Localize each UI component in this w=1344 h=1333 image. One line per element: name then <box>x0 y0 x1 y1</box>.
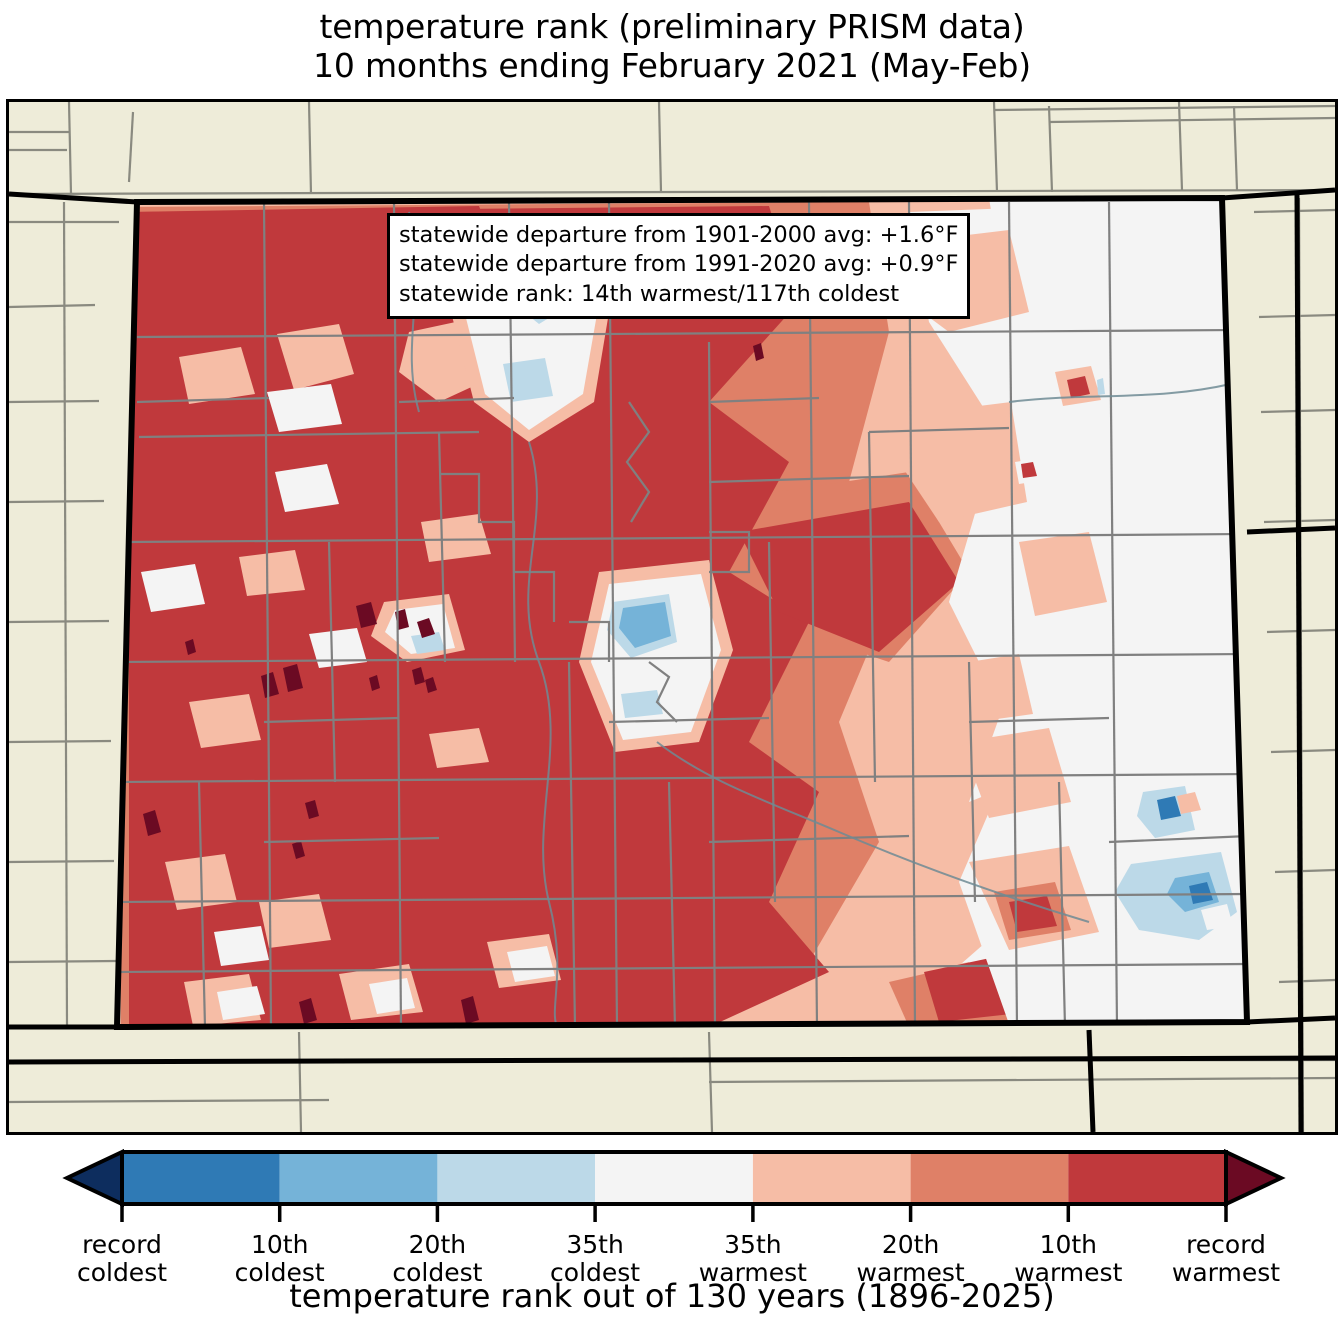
cb-label-10th-coldest: 10th coldest <box>234 1230 325 1287</box>
cb-arrow-record-warmest <box>1224 1148 1286 1208</box>
cb-seg-20th-coldest <box>279 1152 438 1204</box>
neighbor-county-lines <box>9 102 1335 1132</box>
cb-label-20th-warmest: 20th warmest <box>856 1230 965 1287</box>
stat-departure-1991-2020: statewide departure from 1991-2020 avg: … <box>399 251 959 278</box>
statistics-box: statewide departure from 1901-2000 avg: … <box>387 213 971 319</box>
temperature-rank-field <box>117 198 1247 1027</box>
neighbor-state-borders <box>9 187 1335 1132</box>
cb-label-35th-warmest: 35th warmest <box>698 1230 807 1287</box>
stat-departure-1901-2000: statewide departure from 1901-2000 avg: … <box>399 222 959 248</box>
cb-label-record-coldest: record coldest <box>76 1230 168 1287</box>
cb-seg-20th-warmest <box>910 1152 1069 1204</box>
cb-seg-35th-coldest <box>437 1152 596 1204</box>
title-line-1: temperature rank (preliminary PRISM data… <box>319 7 1025 46</box>
cb-seg-35th-warmest <box>752 1152 911 1204</box>
cb-label-record-warmest: record warmest <box>1171 1230 1281 1287</box>
colorbar-graphic <box>62 1148 1286 1222</box>
cb-seg-10th-coldest <box>122 1152 280 1204</box>
cb-label-10th-warmest: 10th warmest <box>1014 1230 1123 1287</box>
title-line-2: 10 months ending February 2021 (May-Feb) <box>313 45 1031 85</box>
page-title: temperature rank (preliminary PRISM data… <box>0 7 1344 86</box>
colorbar[interactable]: record coldest 10th coldest 20th coldest… <box>0 1143 1344 1333</box>
record-warmest-specks <box>143 343 764 1024</box>
stat-statewide-rank: statewide rank: 14th warmest/117th colde… <box>399 280 900 307</box>
cb-seg-10th-warmest <box>1068 1152 1226 1204</box>
cb-arrow-record-coldest <box>62 1148 124 1208</box>
colorbar-caption: temperature rank out of 130 years (1896-… <box>289 1277 1055 1315</box>
cb-label-20th-coldest: 20th coldest <box>392 1230 483 1287</box>
colorado-county-lines <box>117 201 1247 1027</box>
cb-label-35th-coldest: 35th coldest <box>550 1230 641 1287</box>
colorbar-ticks <box>120 1204 1228 1222</box>
cb-seg-neutral <box>595 1152 753 1204</box>
colorbar-segments <box>122 1152 1226 1204</box>
map-panel[interactable]: statewide departure from 1901-2000 avg: … <box>6 99 1338 1135</box>
